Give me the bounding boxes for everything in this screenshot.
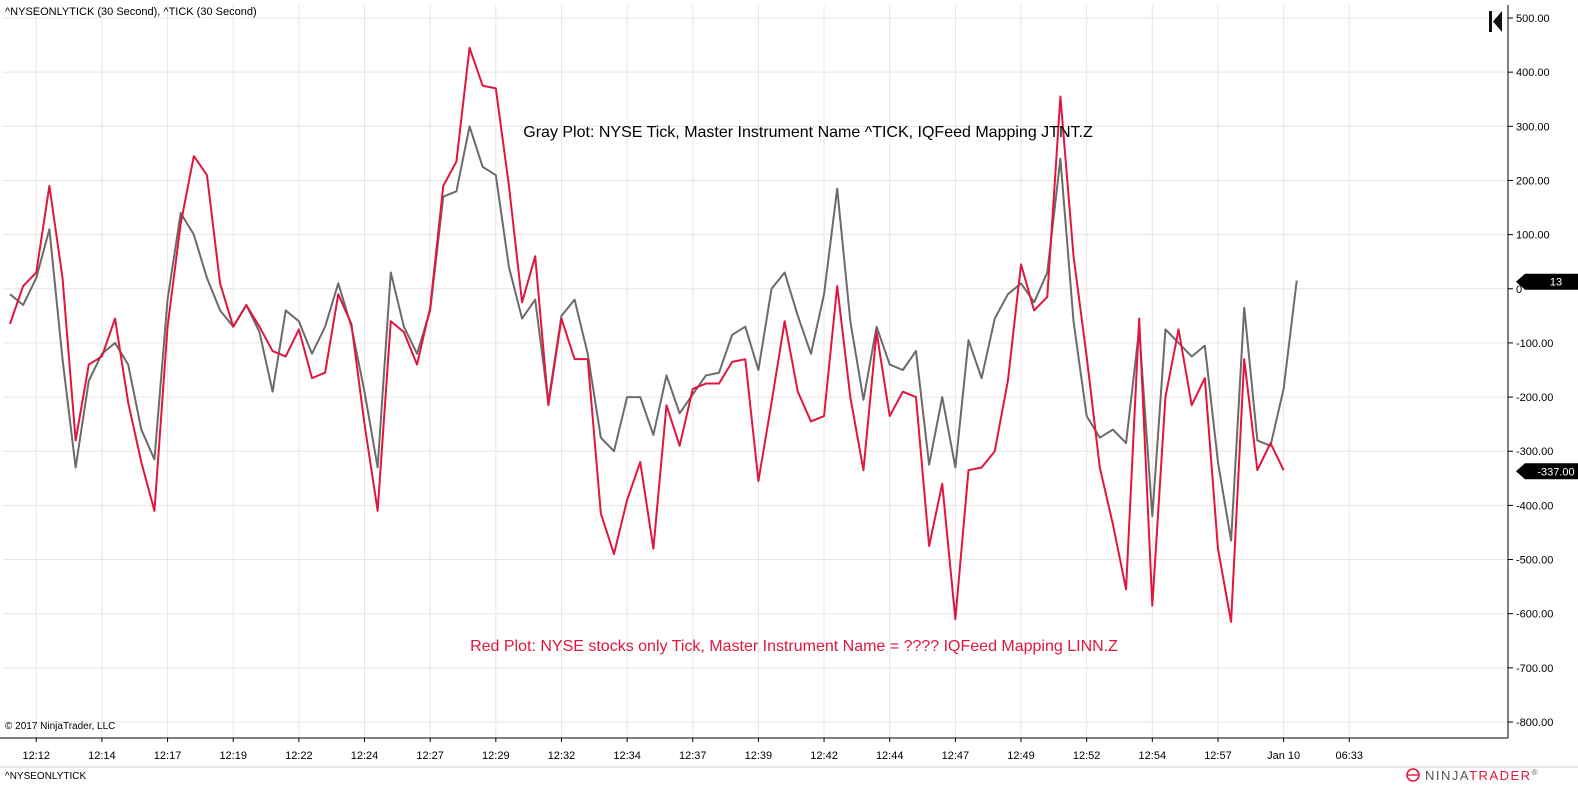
y-tick-label: -800.00 xyxy=(1516,717,1553,729)
x-tick-label: 12:17 xyxy=(154,750,182,762)
y-tick-label: -700.00 xyxy=(1516,663,1553,675)
axes xyxy=(0,5,1578,768)
logo-trader-text: TRADER xyxy=(1469,768,1531,783)
x-tick-label: 12:34 xyxy=(613,750,641,762)
collapse-panel-icon[interactable] xyxy=(1489,11,1502,32)
y-tick-label: 500.00 xyxy=(1516,13,1550,25)
y-tick-label: -600.00 xyxy=(1516,609,1553,621)
x-tick-label: 12:39 xyxy=(745,750,773,762)
ninjatrader-logo: NINJATRADER® xyxy=(1406,768,1539,783)
copyright-text: © 2017 NinjaTrader, LLC xyxy=(5,721,115,732)
svg-text:NINJATRADER®: NINJATRADER® xyxy=(1425,768,1539,783)
plot-area xyxy=(9,46,1298,623)
x-tick-label: 12:42 xyxy=(810,750,838,762)
red-plot-annotation: Red Plot: NYSE stocks only Tick, Master … xyxy=(470,638,1118,655)
x-tick-label: 12:47 xyxy=(942,750,970,762)
x-tick-label: 12:37 xyxy=(679,750,707,762)
x-tick-label: 12:19 xyxy=(219,750,247,762)
x-tick-label: 12:44 xyxy=(876,750,904,762)
gray-plot-annotation: Gray Plot: NYSE Tick, Master Instrument … xyxy=(523,124,1093,141)
y-tick-label: 200.00 xyxy=(1516,175,1550,187)
gridlines xyxy=(3,5,1508,738)
y-tick-label: 100.00 xyxy=(1516,230,1550,242)
x-tick-label: 12:52 xyxy=(1073,750,1101,762)
series-title: ^NYSEONLYTICK (30 Second), ^TICK (30 Sec… xyxy=(5,6,257,18)
x-axis-ticks: 12:12 12:14 12:17 12:19 12:22 12:24 12:27 12:29… xyxy=(22,738,1363,762)
series-line-nyseonlytick xyxy=(9,46,1285,623)
y-tick-label: -400.00 xyxy=(1516,500,1553,512)
x-tick-label: Jan 10 xyxy=(1267,750,1300,762)
x-tick-label: 12:22 xyxy=(285,750,313,762)
x-tick-label: 06:33 xyxy=(1335,750,1363,762)
logo-registered-mark: ® xyxy=(1532,768,1539,777)
x-tick-label: 12:49 xyxy=(1007,750,1035,762)
x-tick-label: 12:32 xyxy=(548,750,576,762)
price-marker xyxy=(1516,273,1578,290)
y-axis-ticks: 500.00 400.00 300.00 200.00 100.00 0 -100.00 -2… xyxy=(1508,13,1553,729)
x-tick-label: 12:27 xyxy=(416,750,444,762)
y-tick-label: -500.00 xyxy=(1516,555,1553,567)
y-tick-label: 0 xyxy=(1516,284,1522,296)
instrument-label: ^NYSEONLYTICK xyxy=(5,771,87,782)
price-marker-label: 13 xyxy=(1550,277,1562,289)
logo-ninja-text: NINJA xyxy=(1425,768,1469,783)
x-tick-label: 12:14 xyxy=(88,750,116,762)
x-tick-label: 12:12 xyxy=(22,750,50,762)
y-tick-label: 400.00 xyxy=(1516,67,1550,79)
y-tick-label: 300.00 xyxy=(1516,121,1550,133)
x-tick-label: 12:57 xyxy=(1204,750,1232,762)
x-tick-label: 12:29 xyxy=(482,750,510,762)
y-tick-label: -100.00 xyxy=(1516,338,1553,350)
x-tick-label: 12:24 xyxy=(351,750,379,762)
x-tick-label: 12:54 xyxy=(1139,750,1167,762)
price-marker xyxy=(1516,463,1578,480)
series-line-tick xyxy=(9,125,1298,542)
price-markers: 13 -337.00 xyxy=(1516,273,1578,480)
price-marker-label: -337.00 xyxy=(1537,466,1574,478)
y-tick-label: -200.00 xyxy=(1516,392,1553,404)
ninjatrader-logo-icon xyxy=(1406,768,1420,782)
y-tick-label: -300.00 xyxy=(1516,446,1553,458)
